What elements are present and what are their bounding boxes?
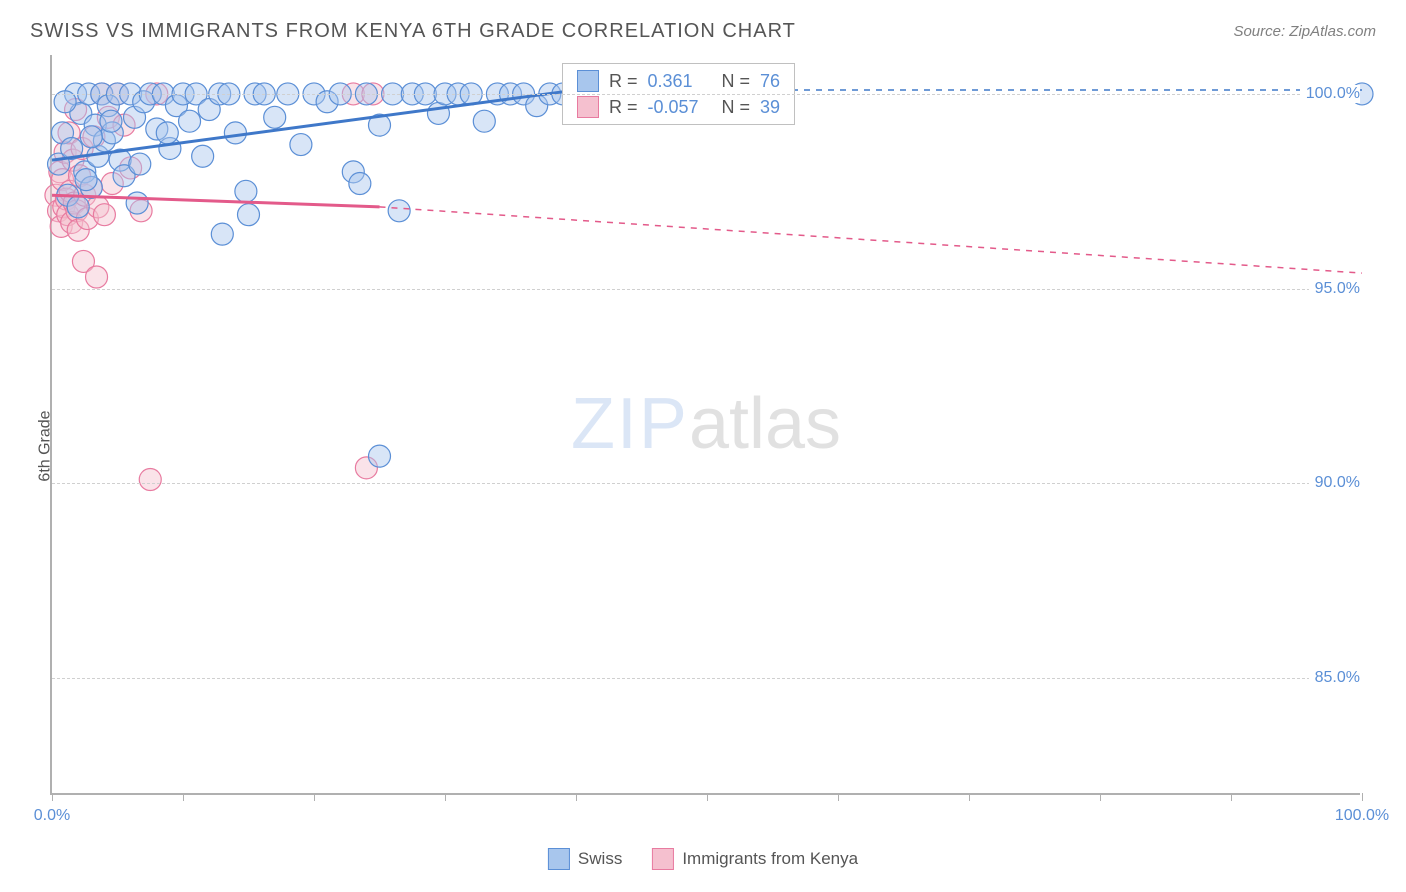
x-tick [1362, 793, 1363, 801]
scatter-point [224, 122, 246, 144]
scatter-point [179, 110, 201, 132]
scatter-point [139, 469, 161, 491]
scatter-point [93, 204, 115, 226]
x-tick [183, 793, 184, 801]
scatter-point [129, 153, 151, 175]
x-tick-label: 0.0% [34, 807, 70, 825]
x-tick [1100, 793, 1101, 801]
x-tick [707, 793, 708, 801]
scatter-point [86, 266, 108, 288]
legend-label-swiss: Swiss [578, 849, 622, 869]
scatter-point [427, 102, 449, 124]
legend-row-kenya: R = -0.057 N = 39 [577, 96, 780, 118]
x-tick-label: 100.0% [1335, 807, 1389, 825]
y-tick-label: 85.0% [1309, 669, 1360, 687]
scatter-point [67, 196, 89, 218]
gridline [52, 289, 1360, 290]
gridline [52, 483, 1360, 484]
scatter-point [369, 445, 391, 467]
legend-label-kenya: Immigrants from Kenya [682, 849, 858, 869]
scatter-point [100, 110, 122, 132]
scatter-point [192, 145, 214, 167]
gridline [52, 678, 1360, 679]
scatter-point [264, 106, 286, 128]
header: SWISS VS IMMIGRANTS FROM KENYA 6TH GRADE… [0, 0, 1406, 53]
n-label: N = [722, 71, 751, 92]
source-attribution: Source: ZipAtlas.com [1233, 23, 1376, 40]
n-value-kenya: 39 [760, 97, 780, 118]
n-value-swiss: 76 [760, 71, 780, 92]
scatter-point [126, 192, 148, 214]
legend-swatch-swiss [577, 70, 599, 92]
r-label: R = [609, 97, 638, 118]
x-tick [1231, 793, 1232, 801]
scatter-point [473, 110, 495, 132]
r-value-swiss: 0.361 [648, 71, 712, 92]
x-tick [576, 793, 577, 801]
x-tick [838, 793, 839, 801]
scatter-point [388, 200, 410, 222]
legend-swatch-kenya [577, 96, 599, 118]
y-tick-label: 90.0% [1309, 474, 1360, 492]
legend-swatch-swiss [548, 848, 570, 870]
legend-bottom: Swiss Immigrants from Kenya [548, 848, 858, 870]
n-label: N = [722, 97, 751, 118]
scatter-point [80, 126, 102, 148]
scatter-svg [52, 55, 1360, 793]
trend-line-extrapolated [380, 207, 1363, 273]
chart-title: SWISS VS IMMIGRANTS FROM KENYA 6TH GRADE… [30, 20, 796, 43]
scatter-point [211, 223, 233, 245]
scatter-point [290, 134, 312, 156]
x-tick [969, 793, 970, 801]
x-tick [314, 793, 315, 801]
y-tick-label: 100.0% [1300, 85, 1360, 103]
x-tick [52, 793, 53, 801]
scatter-point [235, 180, 257, 202]
legend-row-swiss: R = 0.361 N = 76 [577, 70, 780, 92]
chart-plot-area: ZIPatlas R = 0.361 N = 76 R = -0.057 N =… [50, 55, 1360, 795]
legend-item-swiss: Swiss [548, 848, 622, 870]
r-label: R = [609, 71, 638, 92]
gridline [52, 94, 1360, 95]
scatter-point [75, 169, 97, 191]
scatter-point [156, 122, 178, 144]
x-tick [445, 793, 446, 801]
r-value-kenya: -0.057 [648, 97, 712, 118]
legend-swatch-kenya [652, 848, 674, 870]
y-tick-label: 95.0% [1309, 280, 1360, 298]
y-axis-label: 6th Grade [37, 410, 55, 481]
scatter-point [238, 204, 260, 226]
scatter-point [349, 173, 371, 195]
legend-item-kenya: Immigrants from Kenya [652, 848, 858, 870]
